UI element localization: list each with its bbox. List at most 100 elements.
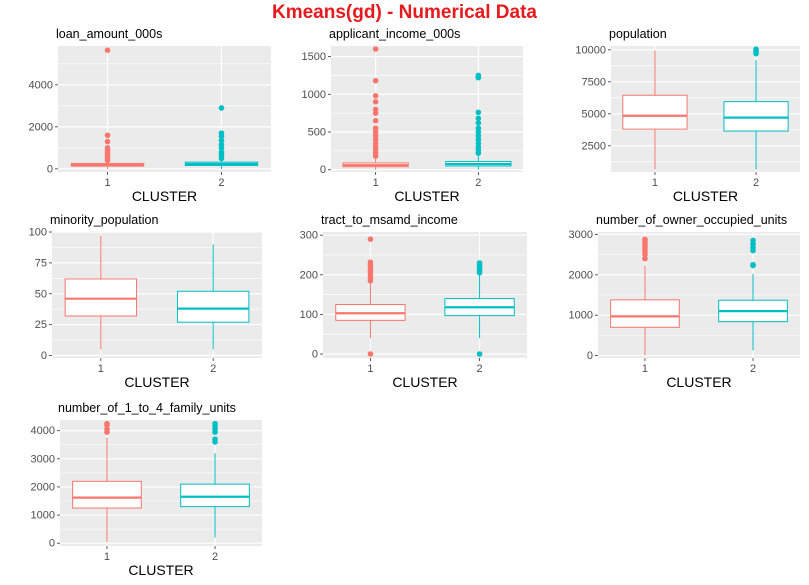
outlier-point xyxy=(476,351,483,357)
y-tick-label: 5000 xyxy=(582,108,606,120)
box-cluster-1 xyxy=(64,235,138,350)
x-axis-title: CLUSTER xyxy=(673,188,738,204)
outlier-point xyxy=(104,420,110,427)
panel-loan_amount_000s: 0 2000 4000 1 2 CLUSTER loan_amount_000s xyxy=(29,27,271,204)
panel-tract_to_msamd_income: 0 100 200 300 1 2 CLUSTER tract_to_msamd_income xyxy=(300,213,527,390)
panel-title: number_of_1_to_4_family_units xyxy=(58,401,236,415)
y-tick-label: 75 xyxy=(35,257,47,269)
box-cluster-2 xyxy=(444,260,515,357)
outlier-point xyxy=(476,260,483,266)
box-cluster-2 xyxy=(445,72,512,170)
y-tick-label: 0 xyxy=(41,350,47,362)
iqr-box xyxy=(610,299,680,328)
outlier-point xyxy=(750,237,756,244)
panel-population: 2500 5000 7500 10000 1 2 CLUSTER population xyxy=(575,27,800,204)
y-tick-label: 4000 xyxy=(29,79,53,91)
x-tick-label: 2 xyxy=(212,551,218,563)
y-tick-label: 0 xyxy=(320,164,326,176)
panel-background xyxy=(323,232,527,358)
chart-title: Kmeans(gd) - Numerical Data xyxy=(271,2,537,23)
panel-title: tract_to_msamd_income xyxy=(321,213,458,227)
x-axis-title: CLUSTER xyxy=(394,188,459,204)
outlier-point xyxy=(372,99,379,105)
box-cluster-2 xyxy=(718,237,788,351)
x-axis-title: CLUSTER xyxy=(132,188,197,204)
outlier-point xyxy=(218,130,225,136)
y-tick-label: 1500 xyxy=(302,51,326,63)
y-tick-label: 100 xyxy=(29,227,47,239)
panel-number_of_1_to_4_family_units: 0 1000 2000 3000 4000 1 2 CLUSTER number_of_1_to… xyxy=(31,401,262,578)
panel-title: number_of_owner_occupied_units xyxy=(596,213,787,227)
y-tick-label: 1000 xyxy=(569,310,593,322)
x-tick-label: 2 xyxy=(750,363,756,375)
y-tick-label: 100 xyxy=(300,309,318,321)
outlier-point xyxy=(372,92,379,99)
outlier-point xyxy=(372,77,379,84)
x-tick-label: 1 xyxy=(367,363,373,375)
x-tick-label: 1 xyxy=(104,551,110,563)
iqr-box xyxy=(64,278,138,317)
y-tick-label: 2000 xyxy=(569,269,593,281)
outlier-point xyxy=(372,125,379,132)
outlier-point xyxy=(367,236,374,242)
x-tick-label: 2 xyxy=(210,363,216,375)
y-tick-label: 2500 xyxy=(582,140,606,152)
x-tick-label: 1 xyxy=(642,363,648,375)
x-tick-label: 2 xyxy=(753,177,759,189)
y-tick-label: 500 xyxy=(308,127,326,139)
y-tick-label: 300 xyxy=(300,230,318,242)
outlier-point xyxy=(218,141,225,148)
y-tick-label: 25 xyxy=(35,319,47,331)
x-axis-title: CLUSTER xyxy=(128,562,193,578)
outlier-point xyxy=(475,115,482,122)
outlier-point xyxy=(218,105,225,111)
outlier-point xyxy=(750,261,756,268)
outlier-point xyxy=(104,426,110,433)
box-cluster-2 xyxy=(184,105,259,169)
panel-minority_population: 0 25 50 75 100 1 2 CLUSTER minority_population xyxy=(29,213,262,390)
x-tick-label: 2 xyxy=(477,363,483,375)
panel-title: minority_population xyxy=(50,213,158,227)
box-cluster-1 xyxy=(70,47,145,169)
x-axis-title: CLUSTER xyxy=(124,374,189,390)
x-axis-title: CLUSTER xyxy=(666,374,731,390)
outlier-point xyxy=(372,46,379,52)
box-cluster-1 xyxy=(72,420,142,543)
y-tick-label: 3000 xyxy=(569,229,593,241)
y-tick-label: 4000 xyxy=(31,425,55,437)
x-tick-label: 1 xyxy=(652,177,658,189)
box-cluster-2 xyxy=(176,244,250,350)
y-tick-label: 3000 xyxy=(31,453,55,465)
x-tick-label: 2 xyxy=(218,177,224,189)
iqr-box xyxy=(622,94,688,130)
panel-number_of_owner_occupied_units: 0 1000 2000 3000 1 2 CLUSTER number_of_owner_oc… xyxy=(569,213,800,390)
panel-title: population xyxy=(609,27,667,41)
y-tick-label: 0 xyxy=(47,163,53,175)
outlier-point xyxy=(104,47,111,53)
y-tick-label: 0 xyxy=(312,349,318,361)
box-cluster-1 xyxy=(342,46,409,170)
x-axis-title: CLUSTER xyxy=(392,374,457,390)
outlier-point xyxy=(372,117,379,124)
panel-applicant_income_000s: 0 500 1000 1500 1 2 CLUSTER applicant_income_00… xyxy=(302,27,523,204)
outlier-point xyxy=(372,106,379,113)
panel-background xyxy=(331,46,523,172)
iqr-box xyxy=(176,290,250,323)
box-cluster-2 xyxy=(180,420,250,538)
y-tick-label: 200 xyxy=(300,269,318,281)
outlier-point xyxy=(218,137,225,144)
outlier-point xyxy=(104,138,111,145)
iqr-box xyxy=(723,101,789,132)
outlier-point xyxy=(753,46,759,52)
box-cluster-1 xyxy=(610,236,680,356)
iqr-box xyxy=(180,483,250,508)
outlier-point xyxy=(218,149,225,155)
y-tick-label: 2000 xyxy=(29,121,53,133)
x-tick-label: 1 xyxy=(373,177,379,189)
box-cluster-1 xyxy=(622,50,688,170)
outlier-point xyxy=(475,72,482,79)
y-tick-label: 1000 xyxy=(31,510,55,522)
outlier-point xyxy=(367,351,374,357)
outlier-point xyxy=(367,259,374,265)
y-tick-label: 0 xyxy=(49,538,55,550)
